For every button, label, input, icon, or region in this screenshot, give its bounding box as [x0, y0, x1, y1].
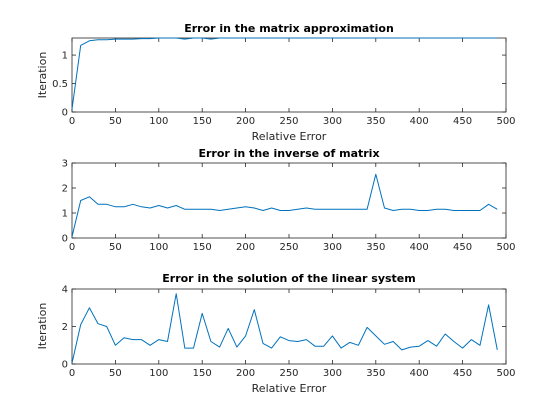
- series-line: [71, 37, 498, 110]
- x-tick-label: 250: [279, 368, 298, 379]
- x-tick-label: 350: [366, 242, 385, 253]
- y-tick-label: 0: [62, 108, 68, 119]
- x-tick-label: 50: [109, 116, 122, 127]
- subplot-inverse-matrix: Error in the inverse of matrix 0 50 100 150…: [62, 147, 516, 253]
- x-tick-label: 450: [453, 368, 472, 379]
- x-tick-label: 50: [109, 368, 122, 379]
- y-tick-label: 2: [62, 184, 68, 195]
- y-tick-label: 2: [62, 322, 68, 333]
- x-tick-label: 100: [149, 242, 168, 253]
- subplot-title: Error in the solution of the linear syst…: [162, 272, 415, 285]
- x-tick-label: 450: [453, 116, 472, 127]
- y-tick-label: 0.5: [52, 79, 68, 90]
- x-tick-label: 300: [323, 368, 342, 379]
- y-tick-label: 0: [62, 360, 68, 371]
- axes-box: [71, 288, 507, 365]
- subplot-title: Error in the matrix approximation: [184, 22, 394, 35]
- subplot-linear-system-solution: Error in the solution of the linear syst…: [36, 272, 516, 395]
- y-tick-label: 1: [62, 51, 68, 62]
- y-axis-label: Iteration: [36, 52, 49, 99]
- x-axis-label: Relative Error: [252, 382, 327, 395]
- x-tick-label: 100: [149, 116, 168, 127]
- x-tick-label: 0: [69, 242, 75, 253]
- x-tick-label: 400: [410, 242, 429, 253]
- x-tick-label: 250: [279, 242, 298, 253]
- y-tick-label: 4: [62, 285, 68, 296]
- x-tick-label: 150: [193, 242, 212, 253]
- tick-group: 0 50 100 150 200 250 300 350 400 450 500 0 2 4: [62, 285, 516, 380]
- x-tick-label: 400: [410, 116, 429, 127]
- x-tick-label: 200: [236, 242, 255, 253]
- x-tick-label: 0: [69, 116, 75, 127]
- y-tick-label: 1: [62, 209, 68, 220]
- x-tick-label: 150: [193, 368, 212, 379]
- x-tick-label: 100: [149, 368, 168, 379]
- x-tick-label: 350: [366, 368, 385, 379]
- axes-box: [71, 162, 507, 239]
- y-axis-label: Iteration: [36, 303, 49, 350]
- x-tick-label: 300: [323, 242, 342, 253]
- subplot-matrix-approximation: Error in the matrix approximation 0 50 100…: [36, 22, 516, 143]
- series-line: [71, 173, 498, 237]
- y-tick-label: 3: [62, 159, 68, 170]
- x-tick-label: 150: [193, 116, 212, 127]
- x-tick-label: 0: [69, 368, 75, 379]
- x-tick-label: 200: [236, 116, 255, 127]
- x-tick-label: 500: [496, 368, 515, 379]
- y-tick-label: 0: [62, 234, 68, 245]
- series-line: [71, 293, 498, 364]
- x-tick-label: 250: [279, 116, 298, 127]
- tick-group: 0 50 100 150 200 250 300 350 400 450 500 0 1 2 3: [62, 159, 516, 254]
- x-tick-label: 300: [323, 116, 342, 127]
- x-axis-label: Relative Error: [252, 130, 327, 143]
- x-tick-label: 200: [236, 368, 255, 379]
- x-tick-label: 50: [109, 242, 122, 253]
- axes-box: [71, 37, 507, 113]
- subplot-title: Error in the inverse of matrix: [198, 147, 379, 160]
- x-tick-label: 400: [410, 368, 429, 379]
- x-tick-label: 500: [496, 242, 515, 253]
- x-tick-label: 500: [496, 116, 515, 127]
- tick-group: 0 50 100 150 200 250 300 350 400 450 500 0 0.5 1: [52, 38, 516, 127]
- x-tick-label: 450: [453, 242, 472, 253]
- x-tick-label: 350: [366, 116, 385, 127]
